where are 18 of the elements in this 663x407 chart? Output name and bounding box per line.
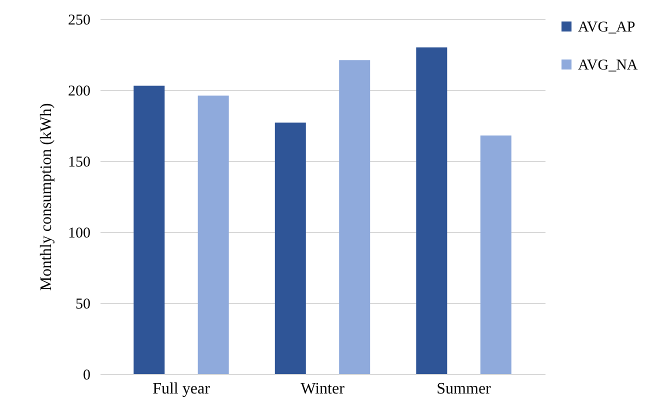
y-tick-label: 150 (68, 154, 90, 170)
bar (480, 135, 512, 374)
x-tick-label: Full year (152, 380, 211, 398)
y-axis-title: Monthly consumption (kWh) (38, 103, 55, 291)
x-tick-label: Winter (300, 380, 346, 398)
legend-label: AVG_NA (578, 58, 638, 74)
legend-label: AVG_AP (578, 20, 636, 36)
y-tick-label: 0 (83, 368, 90, 384)
y-tick-label: 250 (68, 12, 90, 28)
bar (134, 86, 165, 374)
y-tick-label: 100 (68, 226, 90, 242)
bar (339, 60, 370, 374)
bar (198, 96, 229, 374)
y-tick-label: 200 (68, 84, 90, 100)
bar (416, 47, 448, 374)
y-tick-label: 50 (76, 296, 90, 312)
bar (274, 122, 306, 374)
x-tick-label: Summer (436, 380, 492, 398)
